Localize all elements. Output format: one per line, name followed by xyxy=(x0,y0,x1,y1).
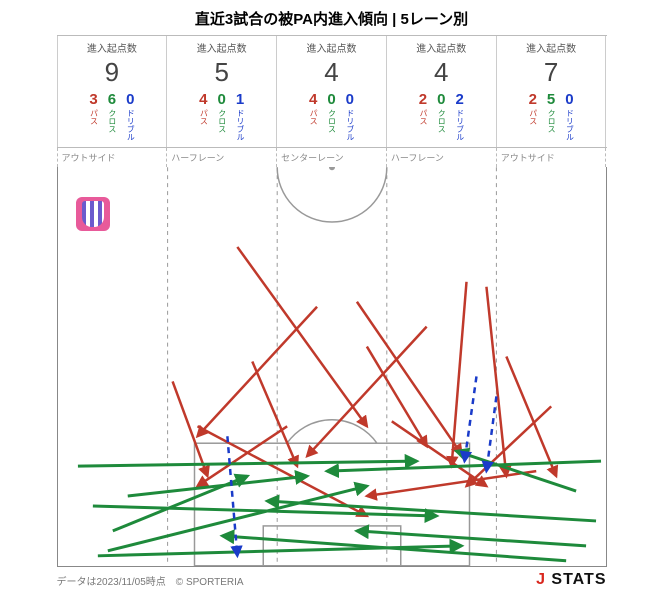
breakdown-value: 0 xyxy=(327,92,335,107)
breakdown-item: 2 ドリブル xyxy=(455,92,463,141)
breakdown-item: 0 ドリブル xyxy=(126,92,134,141)
pitch-svg xyxy=(58,167,606,566)
breakdown-value: 4 xyxy=(199,92,207,107)
logo-main: STATS xyxy=(551,571,606,588)
lane-name: ハーフレーン xyxy=(166,148,276,167)
logo-j: J xyxy=(536,571,551,588)
breakdown-item: 0 クロス xyxy=(218,92,226,141)
breakdown-value: 0 xyxy=(218,92,226,107)
breakdown-label: パス xyxy=(199,109,207,125)
lane-header: 進入起点数 xyxy=(497,40,606,55)
lane-header: 進入起点数 xyxy=(277,40,386,55)
lane-breakdown: 4 パス 0 クロス 1 ドリブル xyxy=(167,92,276,141)
lane-total: 4 xyxy=(387,57,496,88)
breakdown-label: クロス xyxy=(108,109,116,133)
lane-header: 進入起点数 xyxy=(387,40,496,55)
lane-header: 進入起点数 xyxy=(167,40,276,55)
breakdown-value: 2 xyxy=(419,92,427,107)
breakdown-value: 0 xyxy=(437,92,445,107)
breakdown-item: 0 ドリブル xyxy=(346,92,354,141)
lane-breakdown: 4 パス 0 クロス 0 ドリブル xyxy=(277,92,386,141)
breakdown-item: 3 パス xyxy=(89,92,97,141)
lane-cell: 進入起点数 5 4 パス 0 クロス 1 ドリブル xyxy=(166,36,276,147)
breakdown-label: パス xyxy=(529,109,537,125)
badge-icon xyxy=(82,201,104,227)
breakdown-value: 6 xyxy=(108,92,116,107)
lane-cell: 進入起点数 4 2 パス 0 クロス 2 ドリブル xyxy=(386,36,496,147)
lane-breakdown: 2 パス 0 クロス 2 ドリブル xyxy=(387,92,496,141)
breakdown-item: 5 クロス xyxy=(547,92,555,141)
lane-cell: 進入起点数 9 3 パス 6 クロス 0 ドリブル xyxy=(57,36,167,147)
lane-cell: 進入起点数 7 2 パス 5 クロス 0 ドリブル xyxy=(496,36,607,147)
lane-names-row: アウトサイドハーフレーンセンターレーンハーフレーンアウトサイド xyxy=(57,148,607,167)
lane-total: 5 xyxy=(167,57,276,88)
lane-total: 9 xyxy=(58,57,167,88)
pitch-area xyxy=(57,167,607,567)
breakdown-label: ドリブル xyxy=(565,109,573,141)
root: 直近3試合の被PA内進入傾向 | 5レーン別 進入起点数93パス6クロス0ドリブ… xyxy=(0,0,663,611)
breakdown-item: 0 クロス xyxy=(437,92,445,141)
breakdown-label: クロス xyxy=(218,109,226,133)
breakdown-value: 1 xyxy=(236,92,244,107)
breakdown-value: 3 xyxy=(89,92,97,107)
lane-stats-row: 進入起点数93パス6クロス0ドリブル進入起点数54パス0クロス1ドリブル進入起点… xyxy=(57,35,607,148)
team-badge xyxy=(76,197,110,231)
breakdown-item: 1 ドリブル xyxy=(236,92,244,141)
breakdown-label: ドリブル xyxy=(126,109,134,141)
breakdown-label: クロス xyxy=(547,109,555,133)
lane-name: センターレーン xyxy=(276,148,386,167)
breakdown-value: 2 xyxy=(455,92,463,107)
breakdown-label: ドリブル xyxy=(236,109,244,141)
breakdown-value: 0 xyxy=(565,92,573,107)
page-title: 直近3試合の被PA内進入傾向 | 5レーン別 xyxy=(0,0,663,35)
lane-total: 7 xyxy=(497,57,606,88)
lane-cell: 進入起点数 4 4 パス 0 クロス 0 ドリブル xyxy=(276,36,386,147)
footer-text: データは2023/11/05時点 © SPORTERIA xyxy=(57,573,244,588)
lane-name: ハーフレーン xyxy=(386,148,496,167)
breakdown-value: 4 xyxy=(309,92,317,107)
breakdown-item: 0 ドリブル xyxy=(565,92,573,141)
lane-breakdown: 3 パス 6 クロス 0 ドリブル xyxy=(58,92,167,141)
breakdown-item: 2 パス xyxy=(419,92,427,141)
breakdown-label: パス xyxy=(90,109,98,125)
lane-breakdown: 2 パス 5 クロス 0 ドリブル xyxy=(497,92,606,141)
breakdown-label: パス xyxy=(309,109,317,125)
footer-logo: J STATS xyxy=(536,571,606,589)
breakdown-item: 0 クロス xyxy=(327,92,335,141)
breakdown-item: 4 パス xyxy=(199,92,207,141)
footer: データは2023/11/05時点 © SPORTERIA J STATS xyxy=(57,571,607,589)
breakdown-label: クロス xyxy=(327,109,335,133)
breakdown-label: ドリブル xyxy=(346,109,354,141)
lane-total: 4 xyxy=(277,57,386,88)
lane-header: 進入起点数 xyxy=(58,40,167,55)
breakdown-label: ドリブル xyxy=(456,109,464,141)
lane-name: アウトサイド xyxy=(496,148,607,167)
breakdown-item: 2 パス xyxy=(529,92,537,141)
breakdown-value: 5 xyxy=(547,92,555,107)
breakdown-item: 6 クロス xyxy=(108,92,116,141)
breakdown-item: 4 パス xyxy=(309,92,317,141)
lane-name: アウトサイド xyxy=(57,148,167,167)
breakdown-value: 2 xyxy=(529,92,537,107)
breakdown-value: 0 xyxy=(346,92,354,107)
breakdown-label: クロス xyxy=(437,109,445,133)
breakdown-label: パス xyxy=(419,109,427,125)
breakdown-value: 0 xyxy=(126,92,134,107)
